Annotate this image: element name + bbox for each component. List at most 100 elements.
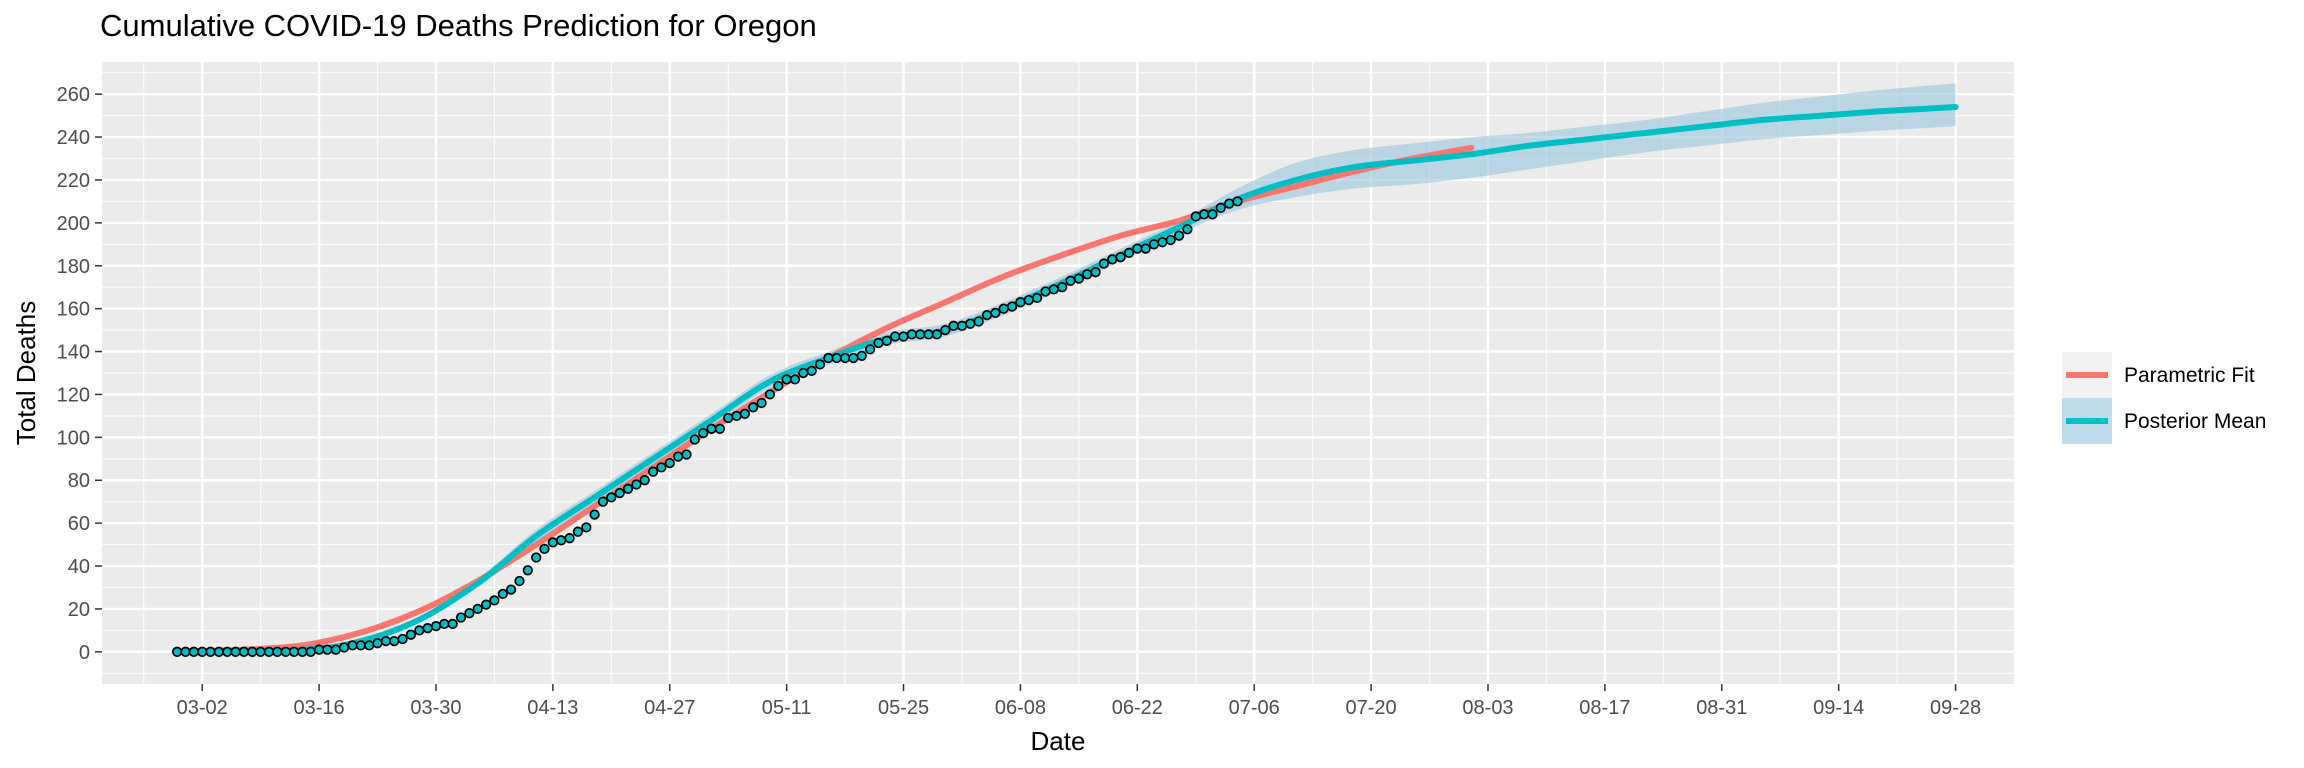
observed-point xyxy=(322,644,333,655)
observed-point xyxy=(672,451,684,462)
chart-title: Cumulative COVID-19 Deaths Prediction fo… xyxy=(100,8,817,43)
observed-point xyxy=(447,618,458,630)
observed-point xyxy=(831,352,842,364)
x-tick-label: 03-30 xyxy=(410,697,461,719)
observed-point xyxy=(965,318,976,329)
x-tick-label: 09-14 xyxy=(1813,697,1864,719)
observed-point xyxy=(188,646,199,657)
observed-point xyxy=(1057,282,1068,293)
x-tick-label: 06-08 xyxy=(995,697,1046,719)
observed-point xyxy=(531,552,542,563)
observed-point xyxy=(380,635,392,647)
observed-point xyxy=(255,646,266,657)
observed-point xyxy=(906,329,918,340)
observed-point xyxy=(581,522,592,533)
observed-point xyxy=(948,320,959,331)
observed-point xyxy=(981,309,993,321)
observed-point xyxy=(781,374,792,385)
observed-point xyxy=(614,487,625,499)
x-tick-label: 05-25 xyxy=(878,697,929,719)
x-tick-label: 08-03 xyxy=(1462,697,1513,719)
y-tick-label: 20 xyxy=(68,599,90,621)
observed-point xyxy=(898,331,909,342)
observed-point xyxy=(1157,237,1168,248)
observed-points xyxy=(171,196,1243,657)
observed-point xyxy=(881,335,892,346)
observed-point xyxy=(681,449,692,460)
minor-gridlines xyxy=(102,62,2014,684)
observed-point xyxy=(589,509,600,520)
y-tick-label: 180 xyxy=(57,256,90,278)
observed-point xyxy=(430,620,442,632)
observed-point xyxy=(238,646,250,657)
observed-point xyxy=(263,646,275,657)
observed-point xyxy=(1115,252,1126,263)
observed-point xyxy=(806,365,817,377)
observed-point xyxy=(1090,267,1101,278)
observed-point xyxy=(1023,294,1034,306)
observed-point xyxy=(1140,243,1151,254)
y-tick-label: 80 xyxy=(68,470,90,492)
observed-point xyxy=(931,329,943,340)
observed-point xyxy=(547,537,559,548)
major-gridlines xyxy=(102,62,2014,684)
x-tick-label: 06-22 xyxy=(1112,697,1163,719)
legend: Parametric Fit Posterior Mean xyxy=(2062,352,2266,444)
observed-point xyxy=(689,434,700,445)
observed-point xyxy=(1073,273,1085,284)
observed-point xyxy=(856,350,867,361)
y-tick-label: 200 xyxy=(57,213,90,235)
observed-point xyxy=(439,618,450,630)
x-tick-label: 07-06 xyxy=(1229,697,1280,719)
observed-point xyxy=(422,623,433,634)
observed-point xyxy=(1215,202,1226,213)
x-tick-label: 04-27 xyxy=(644,697,695,719)
observed-point xyxy=(656,462,667,473)
observed-point xyxy=(848,352,859,364)
y-tick-label: 120 xyxy=(57,384,90,406)
observed-point xyxy=(505,584,517,595)
observed-point xyxy=(355,640,366,651)
observed-point xyxy=(522,565,533,576)
y-tick-label: 220 xyxy=(57,170,90,192)
observed-point xyxy=(873,337,884,349)
observed-point xyxy=(556,535,567,546)
observed-point xyxy=(230,646,241,657)
legend-label-posterior: Posterior Mean xyxy=(2124,410,2266,433)
observed-point xyxy=(990,307,1001,319)
observed-point xyxy=(1098,258,1110,269)
observed-point xyxy=(622,483,634,494)
y-tick-label: 40 xyxy=(68,556,90,578)
observed-point xyxy=(597,496,609,507)
observed-point xyxy=(1173,230,1185,241)
observed-point xyxy=(455,612,467,623)
observed-point xyxy=(606,492,617,503)
observed-point xyxy=(1132,243,1143,254)
observed-point xyxy=(1048,284,1059,295)
y-axis-title: Total Deaths xyxy=(11,301,41,446)
y-axis: 0 20 40 60 80 100 120 140 160 180 200 220 240 260 xyxy=(57,84,102,664)
observed-point xyxy=(338,642,350,653)
observed-point xyxy=(798,367,809,379)
observed-point xyxy=(489,595,500,606)
y-tick-label: 140 xyxy=(57,342,90,364)
observed-point xyxy=(748,402,759,413)
x-tick-label: 07-20 xyxy=(1346,697,1397,719)
legend-label-parametric: Parametric Fit xyxy=(2124,364,2255,387)
x-tick-label: 08-17 xyxy=(1579,697,1630,719)
observed-point xyxy=(1082,269,1093,280)
observed-point xyxy=(1065,275,1076,286)
observed-point xyxy=(297,646,308,657)
x-tick-label: 04-13 xyxy=(527,697,578,719)
observed-point xyxy=(973,316,984,327)
observed-point xyxy=(171,646,183,657)
x-tick-label: 08-31 xyxy=(1696,697,1747,719)
observed-point xyxy=(789,374,801,385)
observed-point xyxy=(205,646,216,657)
observed-point xyxy=(472,603,483,615)
observed-point xyxy=(706,423,717,434)
observed-point xyxy=(213,646,225,657)
observed-point xyxy=(305,646,316,657)
observed-point xyxy=(247,646,258,657)
x-tick-label: 03-16 xyxy=(294,697,345,719)
